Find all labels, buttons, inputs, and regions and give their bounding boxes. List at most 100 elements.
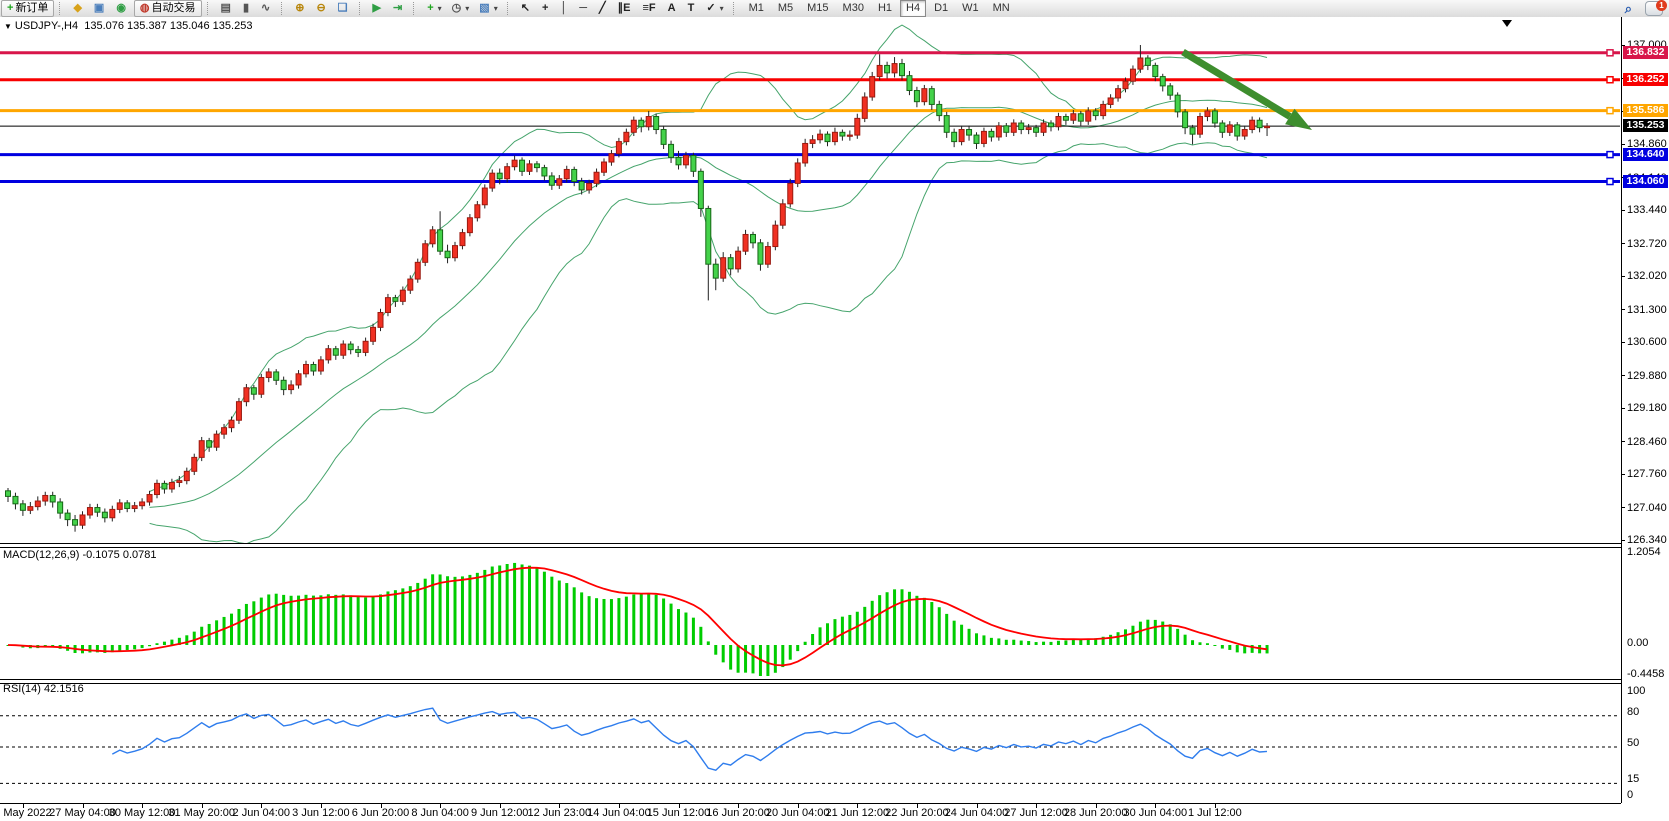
crosshair-button[interactable]: +	[538, 0, 554, 17]
main-chart-surface[interactable]	[0, 17, 1621, 543]
candle-body	[645, 116, 652, 128]
zoom-in-button[interactable]: ⊕	[291, 0, 310, 17]
macd-histogram-bar	[1094, 638, 1098, 645]
rsi-panel-surface[interactable]	[0, 684, 1621, 807]
candlestick-button[interactable]: ▮	[239, 0, 255, 17]
zoom-out-button[interactable]: ⊖	[312, 0, 331, 17]
macd-histogram-bar	[1124, 629, 1127, 645]
candle-body	[988, 130, 995, 138]
chart-shift-marker[interactable]	[1502, 20, 1512, 27]
bar-chart-button[interactable]: ▤	[217, 0, 237, 17]
candle-body	[1122, 80, 1129, 90]
vertical-line-icon: │	[560, 2, 568, 14]
navigator-button[interactable]: ◉	[112, 0, 132, 17]
search-button[interactable]: ⌕	[1624, 1, 1632, 16]
vertical-line-button[interactable]: │	[556, 0, 573, 17]
new-order-button[interactable]: + 新订单	[1, 0, 55, 17]
indicators-icon: +	[427, 2, 434, 14]
macd-histogram-bar	[393, 590, 397, 645]
candle-body	[168, 481, 175, 490]
macd-histogram-bar	[1243, 645, 1247, 654]
fibonacci-button[interactable]: ≡F	[639, 0, 662, 17]
timeframe-button-m30[interactable]: M30	[842, 2, 864, 14]
macd-histogram-bar	[423, 578, 427, 645]
cursor-button[interactable]: ↖	[517, 0, 536, 17]
candle-body	[1115, 88, 1122, 99]
macd-histogram-bar	[1027, 641, 1031, 645]
equidistant-channel-button[interactable]: ∥E	[614, 0, 637, 17]
macd-histogram-bar	[677, 609, 680, 645]
macd-axis-label: 1.2054	[1627, 545, 1661, 558]
macd-histogram-bar	[267, 594, 271, 645]
candle-body	[653, 116, 660, 131]
candle-body	[154, 482, 160, 496]
timeframe-button-h4[interactable]: H4	[900, 0, 927, 17]
candle-body	[1055, 116, 1062, 128]
templates-button[interactable]: ▧ ▾	[475, 0, 501, 17]
timeframe-button-m15[interactable]: M15	[807, 2, 829, 14]
symbol-name: USDJPY-,H4	[14, 20, 79, 32]
time-axis-label: 9 Jun 12:00	[470, 807, 529, 819]
timeframe-button-m1[interactable]: M1	[748, 2, 764, 14]
price-axis[interactable]: 137.000136.280135.560134.860134.140133.4…	[1622, 17, 1669, 821]
line-chart-button[interactable]: ∿	[257, 0, 276, 17]
candle-body	[72, 519, 79, 526]
candle-body	[191, 456, 198, 472]
trendline-button[interactable]: ╱	[595, 0, 612, 17]
timeframe-button-m5[interactable]: M5	[777, 2, 794, 14]
macd-histogram-bar	[885, 592, 889, 645]
macd-histogram-bar	[95, 645, 99, 653]
macd-histogram-bar	[1213, 645, 1217, 646]
trend-arrow-annotation[interactable]	[1181, 49, 1292, 120]
macd-histogram-bar	[967, 628, 971, 645]
text-button[interactable]: A	[664, 0, 682, 17]
panel-separator[interactable]	[0, 679, 1621, 684]
candle-body	[787, 182, 794, 205]
candle-body	[384, 297, 391, 313]
market-watch-button[interactable]: ◆	[69, 0, 87, 17]
macd-histogram-bar	[140, 645, 144, 649]
arrows-button[interactable]: ✓ ▾	[702, 0, 727, 17]
text-label-button[interactable]: T	[684, 0, 701, 17]
macd-histogram-bar	[893, 589, 897, 645]
candle-body	[198, 440, 205, 458]
auto-trading-button[interactable]: ◍ 自动交易	[133, 0, 202, 17]
price-level-badge: 134.640	[1623, 147, 1668, 161]
horizontal-line-button[interactable]: ─	[575, 0, 593, 17]
periods-button[interactable]: ◷ ▾	[448, 0, 474, 17]
macd-histogram-bar	[528, 565, 531, 645]
macd-histogram-bar	[1205, 643, 1209, 645]
auto-scroll-button[interactable]: ▶	[369, 0, 387, 17]
candle-body	[1033, 127, 1040, 133]
macd-histogram-bar	[170, 639, 174, 645]
candle-body	[49, 494, 56, 503]
candle-body	[1241, 129, 1248, 137]
macd-histogram-bar	[1042, 641, 1046, 645]
macd-histogram-bar	[192, 631, 196, 645]
chart-shift-button[interactable]: ⇥	[389, 0, 408, 17]
macd-histogram-bar	[446, 576, 450, 645]
candle-body	[340, 343, 347, 356]
data-window-button[interactable]: ▣	[90, 0, 110, 17]
indicators-button[interactable]: + ▾	[423, 0, 445, 17]
timeframe-button-h1[interactable]: H1	[877, 2, 893, 14]
macd-histogram-bar	[915, 595, 919, 645]
macd-histogram-bar	[699, 626, 703, 645]
timeframe-button-w1[interactable]: W1	[962, 2, 979, 14]
macd-panel-surface[interactable]	[0, 548, 1621, 679]
time-axis-label: 5 May 2022	[0, 807, 52, 819]
symbol-dropdown-icon[interactable]: ▼	[4, 22, 12, 31]
candle-body	[414, 261, 421, 280]
timeframe-button-d1[interactable]: D1	[934, 2, 949, 14]
macd-histogram-bar	[1228, 645, 1232, 650]
price-tick-label: 132.020	[1627, 270, 1667, 283]
macd-histogram-bar	[475, 572, 479, 645]
panel-separator[interactable]	[0, 543, 1621, 548]
timeframe-button-mn[interactable]: MN	[992, 2, 1010, 14]
macd-histogram-bar	[520, 564, 524, 645]
candle-body	[794, 162, 801, 184]
tile-windows-button[interactable]: ❏	[334, 0, 354, 17]
candle-body	[1211, 110, 1218, 124]
notifications-button[interactable]: 1	[1645, 0, 1667, 16]
